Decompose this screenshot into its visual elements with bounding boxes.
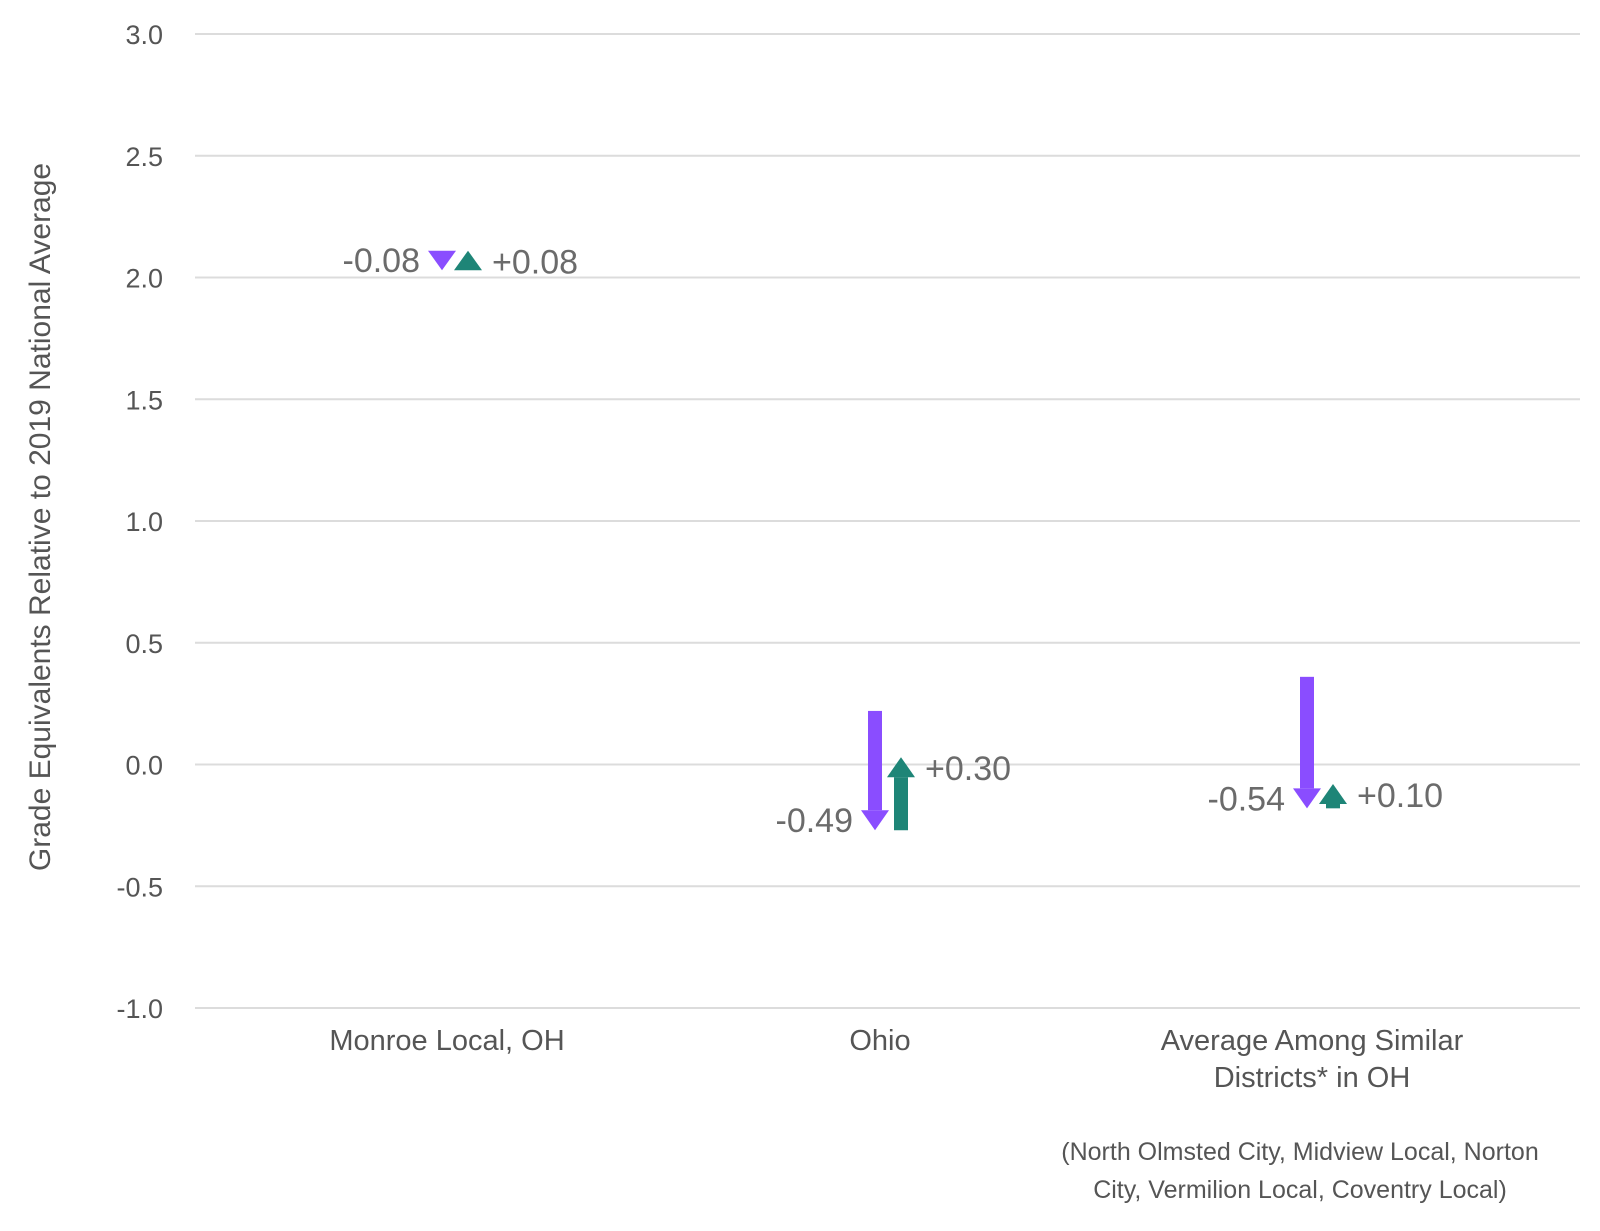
- y-tick-label: 2.5: [125, 142, 163, 172]
- y-tick-label: 1.0: [125, 507, 163, 537]
- decline-arrow: [1293, 676, 1321, 809]
- y-tick-label: -0.5: [116, 872, 163, 902]
- y-tick-label: 0.0: [125, 751, 163, 781]
- decline-data-label: -0.08: [343, 242, 421, 280]
- decline-arrow: [861, 710, 889, 831]
- decline-data-label: -0.49: [776, 802, 854, 840]
- decline-arrow: [428, 250, 456, 271]
- y-tick-label: 2.0: [125, 264, 163, 294]
- recovery-arrow: [1319, 783, 1347, 809]
- footnote-text: (North Olmsted City, Midview Local, Nort…: [1061, 1138, 1538, 1166]
- y-tick-label: 0.5: [125, 629, 163, 659]
- y-tick-label: 1.5: [125, 385, 163, 415]
- recovery-data-label: +0.10: [1357, 777, 1443, 815]
- y-tick-label: -1.0: [116, 994, 163, 1024]
- category-label: Ohio: [849, 1025, 910, 1057]
- footnote-text: City, Vermilion Local, Coventry Local): [1093, 1176, 1507, 1204]
- category-label: Average Among Similar: [1161, 1025, 1464, 1057]
- y-tick-label: 3.0: [125, 20, 163, 50]
- y-axis-title: Grade Equivalents Relative to 2019 Natio…: [24, 163, 57, 871]
- recovery-data-label: +0.08: [492, 244, 578, 282]
- category-label: Monroe Local, OH: [329, 1025, 564, 1057]
- category-label: Districts* in OH: [1214, 1062, 1411, 1094]
- decline-data-label: -0.54: [1208, 780, 1286, 818]
- recovery-arrow: [887, 757, 915, 831]
- recovery-arrow: [454, 250, 482, 271]
- recovery-data-label: +0.30: [925, 750, 1011, 788]
